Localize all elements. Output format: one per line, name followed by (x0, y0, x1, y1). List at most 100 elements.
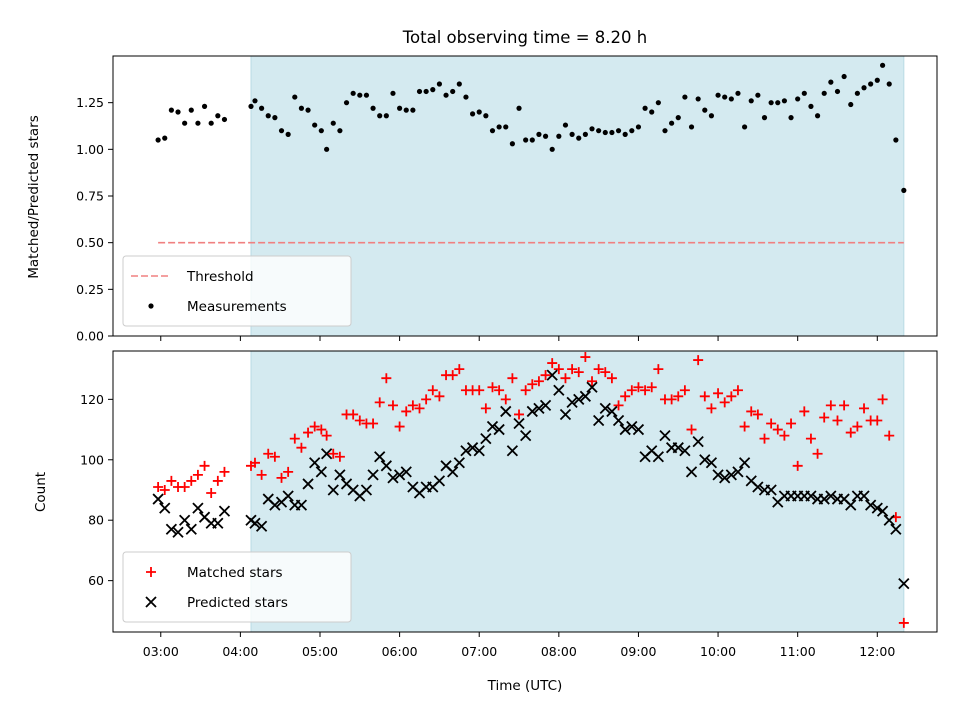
measurement-point (834, 88, 841, 95)
legend-predicted-swatch (145, 596, 157, 608)
predicted-star-point (699, 454, 711, 466)
predicted-star-point (500, 405, 512, 418)
matched-star-point (553, 364, 564, 375)
predicted-star-point (705, 457, 718, 469)
predicted-star-point (533, 402, 545, 415)
predicted-star-point (712, 469, 724, 481)
predicted-star-point (553, 384, 565, 396)
matched-star-point (786, 418, 797, 429)
predicted-star-point (692, 436, 704, 448)
matched-star-point (626, 385, 637, 396)
measurement-point (377, 113, 383, 119)
matched-star-point (759, 433, 770, 444)
x-tick-label: 09:00 (620, 644, 656, 659)
matched-star-point (600, 367, 611, 378)
measurement-point (695, 96, 701, 102)
predicted-star-point (218, 505, 231, 517)
predicted-star-point (612, 414, 625, 427)
measurement-point (208, 120, 214, 126)
matched-star-point (540, 370, 551, 381)
measurement-point (390, 90, 396, 96)
measurement-point (259, 105, 265, 111)
measurement-point (615, 128, 622, 134)
measurement-point (503, 124, 509, 130)
measurement-point (808, 103, 814, 109)
predicted-star-point (890, 523, 902, 535)
matched-star-point (699, 391, 710, 402)
matched-star-point (348, 409, 359, 420)
matched-star-point (673, 391, 684, 402)
measurement-point (188, 107, 194, 113)
matched-star-point (328, 448, 339, 459)
measurement-point (549, 146, 555, 152)
matched-star-point (766, 418, 777, 429)
measurement-point (370, 105, 376, 111)
measurement-point (542, 133, 549, 139)
x-tick-label: 06:00 (382, 644, 418, 659)
measurement-point (596, 128, 602, 134)
matched-star-point (296, 442, 307, 453)
top-panel: 0.00 0.25 0.50 0.75 1.00 1.25 Threshold Measure… (76, 55, 938, 344)
matched-star-point (212, 475, 223, 486)
measurement-point (675, 115, 681, 121)
predicted-star-point (309, 457, 321, 469)
measurement-point (728, 96, 734, 102)
matched-star-point (580, 352, 591, 363)
matched-star-point (593, 364, 604, 375)
measurement-point (357, 92, 363, 98)
measurement-point (383, 113, 389, 119)
measurement-point (742, 124, 748, 130)
matched-star-point (434, 391, 445, 402)
predicted-star-point (619, 423, 631, 436)
matched-star-point (354, 415, 365, 426)
measurement-point (879, 62, 886, 68)
predicted-star-point (327, 484, 339, 496)
predicted-star-point (486, 420, 499, 433)
predicted-star-point (632, 423, 645, 436)
matched-star-point (686, 424, 697, 435)
measurement-point (562, 122, 569, 128)
matched-star-point (746, 406, 757, 417)
measurement-point (569, 131, 575, 137)
axes-frame (112, 55, 938, 337)
measurement-point (162, 135, 168, 141)
predicted-star-point (473, 445, 485, 457)
predicted-star-point (765, 484, 777, 496)
measurement-point (463, 94, 469, 100)
predicted-star-point (559, 408, 572, 421)
measurement-point (343, 100, 350, 106)
matched-star-point (309, 421, 320, 432)
matched-star-point (269, 451, 280, 462)
predicted-star-point (374, 451, 386, 463)
matched-star-point (249, 457, 260, 468)
measurement-point (516, 105, 522, 111)
legend: Matched stars Predicted stars (122, 551, 352, 623)
measurement-point (318, 128, 324, 134)
measurement-point (443, 92, 449, 98)
matched-star-point (752, 409, 763, 420)
predicted-star-point (586, 381, 598, 393)
measurement-point (416, 88, 423, 95)
measurement-point (436, 81, 443, 87)
measurement-point (292, 94, 298, 100)
matched-star-point (414, 403, 425, 414)
measurement-point (761, 115, 768, 121)
matched-star-point (573, 367, 584, 378)
predicted-star-point (269, 499, 281, 511)
measurement-point (582, 131, 588, 137)
measurement-point (814, 113, 821, 119)
measurement-point (248, 103, 254, 109)
matched-star-point (494, 385, 505, 396)
y-tick-label: 100 (80, 452, 104, 467)
predicted-star-point (606, 405, 618, 418)
predicted-star-point (447, 466, 459, 478)
predicted-star-point (883, 514, 895, 526)
predicted-star-point (520, 429, 532, 442)
chart-title: Total observing time = 8.20 h (402, 28, 647, 47)
measurement-point (450, 88, 456, 95)
predicted-star-point (876, 505, 889, 517)
predicted-star-point (380, 460, 392, 472)
x-axis-label: Time (UTC) (487, 678, 563, 694)
measurement-point (252, 98, 258, 104)
